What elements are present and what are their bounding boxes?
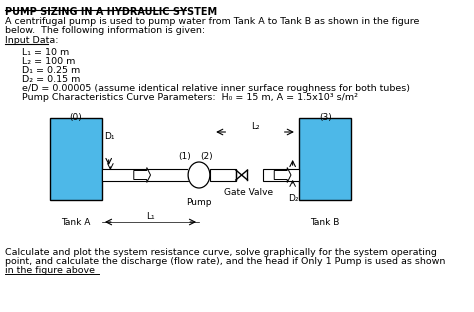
Bar <box>50 118 102 200</box>
Text: (0): (0) <box>70 113 82 122</box>
Bar <box>102 169 188 181</box>
Text: e/D = 0.00005 (assume identical relative inner surface roughness for both tubes): e/D = 0.00005 (assume identical relative… <box>22 84 410 93</box>
Text: (1): (1) <box>178 152 191 161</box>
Text: (2): (2) <box>201 152 213 161</box>
Bar <box>264 169 300 181</box>
Text: Gate Valve: Gate Valve <box>224 188 273 197</box>
Text: in the figure above: in the figure above <box>5 266 95 275</box>
Text: L₁: L₁ <box>146 212 155 221</box>
Text: Calculate and plot the system resistance curve, solve graphically for the system: Calculate and plot the system resistance… <box>5 248 437 257</box>
Polygon shape <box>134 168 151 183</box>
Text: L₂: L₂ <box>251 122 259 131</box>
Text: Tank A: Tank A <box>62 218 91 227</box>
Circle shape <box>188 162 210 188</box>
Bar <box>188 169 210 181</box>
Bar <box>210 169 236 181</box>
Text: A centrifugal pump is used to pump water from Tank A to Tank B as shown in the f: A centrifugal pump is used to pump water… <box>5 17 419 26</box>
Text: Pump Characteristics Curve Parameters:  H₀ = 15 m, A = 1.5x10³ s/m²: Pump Characteristics Curve Parameters: H… <box>22 93 358 102</box>
Text: Pump: Pump <box>186 198 212 207</box>
Text: D₁: D₁ <box>104 132 115 141</box>
Text: D₂: D₂ <box>288 194 298 203</box>
Text: L₂ = 100 m: L₂ = 100 m <box>22 57 75 66</box>
Text: PUMP SIZING IN A HYDRAULIC SYSTEM: PUMP SIZING IN A HYDRAULIC SYSTEM <box>5 7 217 17</box>
Text: Tank B: Tank B <box>310 218 340 227</box>
Text: point, and calculate the discharge (flow rate), and the head if Only 1 Pump is u: point, and calculate the discharge (flow… <box>5 257 446 266</box>
Text: L₁ = 10 m: L₁ = 10 m <box>22 48 69 57</box>
Text: (3): (3) <box>319 113 332 122</box>
Polygon shape <box>274 168 291 183</box>
Text: D₂ = 0.15 m: D₂ = 0.15 m <box>22 75 80 84</box>
Text: D₁ = 0.25 m: D₁ = 0.25 m <box>22 66 80 75</box>
Text: Input Data:: Input Data: <box>5 36 58 45</box>
Bar <box>300 118 351 200</box>
Text: below.  The following information is given:: below. The following information is give… <box>5 26 205 35</box>
